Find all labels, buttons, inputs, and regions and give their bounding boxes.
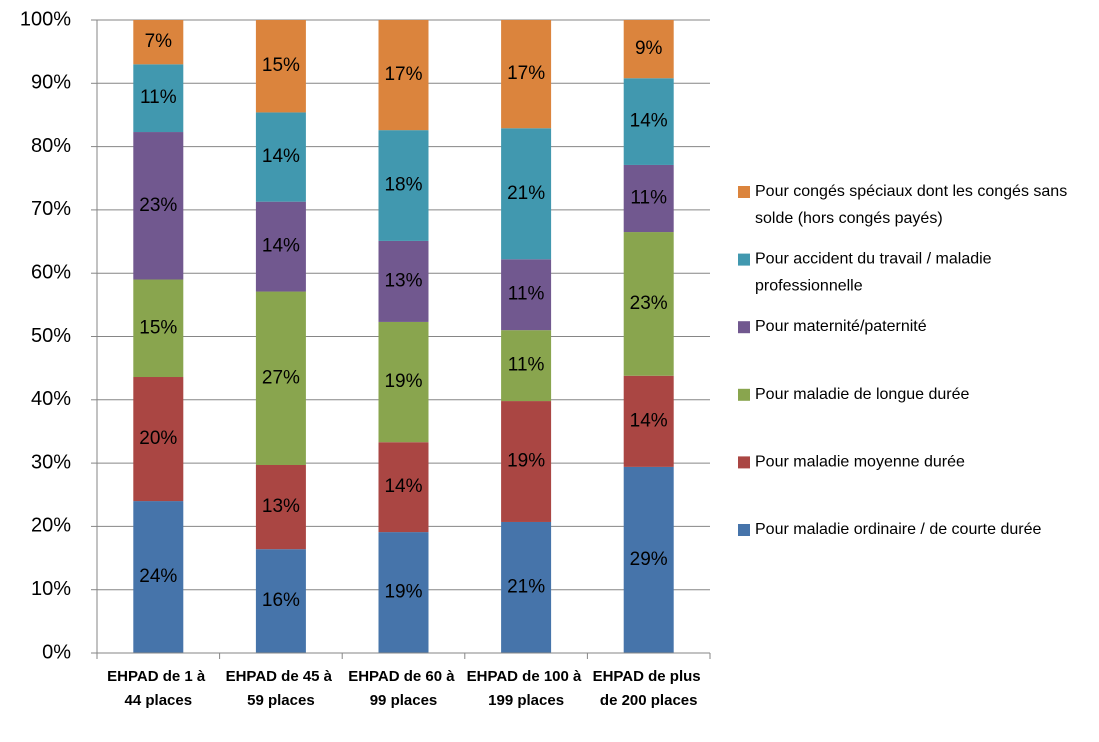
legend-label: Pour maladie moyenne durée [755, 454, 965, 471]
value-label: 17% [507, 63, 545, 84]
bar-segment [255, 549, 306, 653]
y-tick-label: 40% [31, 388, 71, 410]
value-label: 19% [507, 451, 545, 472]
bar-segment [378, 442, 429, 533]
bar-segment [501, 128, 552, 260]
y-tick-label: 50% [31, 325, 71, 347]
y-tick-label: 10% [31, 578, 71, 600]
value-label: 17% [384, 64, 422, 85]
bar-segment [133, 501, 184, 653]
y-tick-label: 30% [31, 451, 71, 473]
value-label: 14% [630, 410, 668, 431]
bar-segment [378, 321, 429, 443]
legend-label: Pour maladie de longue durée [755, 386, 969, 403]
y-tick-label: 20% [31, 515, 71, 537]
value-label: 11% [508, 284, 545, 305]
value-label: 13% [262, 496, 300, 517]
legend-swatch [738, 321, 750, 334]
value-label: 23% [630, 293, 668, 314]
value-label: 20% [139, 428, 177, 449]
value-label: 18% [384, 175, 422, 196]
value-label: 13% [384, 270, 422, 291]
value-label: 27% [262, 367, 300, 388]
value-label: 11% [630, 188, 667, 209]
bar-segment [378, 20, 429, 131]
legend-label: Pour accident du travail / maladie profe… [755, 251, 996, 295]
y-tick-label: 80% [31, 135, 71, 157]
bar-segment [623, 375, 674, 467]
value-label: 16% [262, 590, 300, 611]
value-label: 19% [384, 582, 422, 603]
value-label: 15% [139, 317, 177, 338]
bar-segment [623, 20, 674, 79]
y-tick-label: 90% [31, 72, 71, 94]
legend-swatch [738, 186, 750, 198]
bar-segment [623, 232, 674, 376]
value-label: 14% [262, 236, 300, 257]
bar-segment [378, 130, 429, 241]
bar-segment [255, 464, 306, 550]
bar-segment [255, 20, 306, 113]
value-label: 19% [384, 371, 422, 392]
legend-swatch [738, 388, 750, 401]
value-label: 21% [507, 577, 545, 598]
value-label: 9% [635, 38, 663, 59]
value-label: 11% [508, 355, 545, 376]
y-tick-label: 70% [31, 198, 71, 220]
x-tick-label: EHPAD de 1 à 44 places [107, 668, 209, 709]
bar-segment [255, 291, 306, 465]
legend-label: Pour congés spéciaux dont les congés san… [755, 183, 1072, 227]
bar-segment [501, 521, 552, 653]
legend-label: Pour maternité/paternité [755, 318, 927, 335]
legend-label: Pour maladie ordinaire / de courte durée [755, 521, 1041, 538]
value-label: 24% [139, 566, 177, 587]
bar-segment [501, 401, 552, 522]
bar-segment [501, 20, 552, 129]
value-label: 21% [507, 183, 545, 204]
bar-segment [133, 279, 184, 378]
bar-segment [623, 164, 674, 233]
bar-segment [378, 240, 429, 322]
x-tick-label: EHPAD de 60 à 99 places [348, 668, 459, 709]
y-tick-label: 60% [31, 261, 71, 283]
bar-segment [623, 78, 674, 165]
value-label: 29% [630, 549, 668, 570]
legend-swatch [738, 524, 750, 536]
x-tick-label: EHPAD de plus de 200 places [593, 668, 705, 709]
value-label: 15% [262, 55, 300, 76]
bar-segment [133, 377, 184, 502]
bar-segment [255, 201, 306, 292]
bar-segment [133, 20, 184, 65]
bar-segment [133, 132, 184, 280]
x-tick-label: EHPAD de 45 à 59 places [226, 668, 337, 709]
x-tick-label: EHPAD de 100 à 199 places [467, 668, 586, 709]
bar-segment [133, 64, 184, 133]
bar-segment [378, 532, 429, 653]
bar-segment [501, 330, 552, 402]
y-tick-label: 0% [42, 641, 71, 663]
value-label: 23% [139, 195, 177, 216]
bar-segment [255, 112, 306, 202]
y-tick-label: 100% [20, 8, 71, 30]
value-label: 7% [145, 31, 173, 52]
legend-swatch [738, 253, 750, 266]
bar-segment [501, 259, 552, 331]
value-label: 14% [630, 111, 668, 132]
bar-segment [623, 466, 674, 653]
value-label: 14% [262, 146, 300, 167]
legend-swatch [738, 456, 750, 469]
value-label: 11% [140, 87, 177, 108]
value-label: 14% [384, 476, 422, 497]
